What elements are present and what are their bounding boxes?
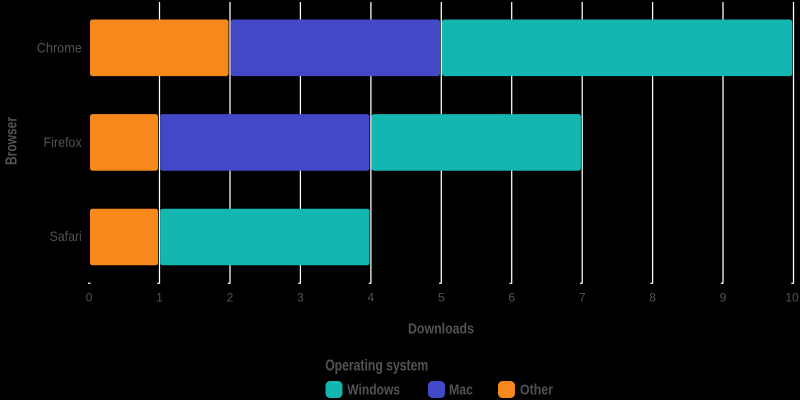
svg-text:Windows: Windows: [347, 382, 400, 399]
svg-text:Chrome: Chrome: [37, 40, 82, 56]
svg-text:6: 6: [508, 291, 515, 305]
svg-text:4: 4: [368, 291, 375, 305]
svg-text:Downloads: Downloads: [408, 321, 474, 338]
svg-text:Browser: Browser: [4, 117, 21, 165]
svg-text:2: 2: [227, 291, 234, 305]
svg-text:Operating system: Operating system: [325, 358, 428, 375]
svg-text:10: 10: [785, 291, 799, 305]
svg-text:8: 8: [649, 291, 656, 305]
svg-text:3: 3: [297, 291, 304, 305]
svg-text:Other: Other: [520, 382, 553, 399]
svg-text:Mac: Mac: [449, 382, 473, 399]
svg-text:Safari: Safari: [50, 228, 82, 244]
svg-text:Firefox: Firefox: [44, 134, 82, 150]
svg-text:5: 5: [438, 291, 445, 305]
svg-text:0: 0: [86, 291, 93, 305]
svg-text:1: 1: [156, 291, 163, 305]
svg-text:9: 9: [720, 291, 727, 305]
svg-text:7: 7: [579, 291, 586, 305]
